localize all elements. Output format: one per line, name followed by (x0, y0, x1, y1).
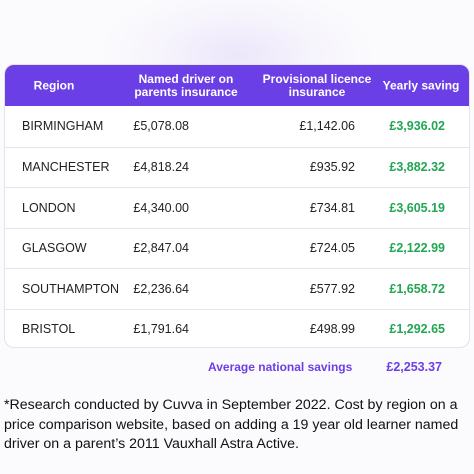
average-value: £2,253.37 (386, 360, 442, 374)
table-row: LONDON £4,340.00 £734.81 £3,605.19 (5, 187, 469, 227)
parents-cell: £4,340.00 (133, 200, 189, 215)
parents-cell: £2,847.04 (133, 241, 189, 255)
parents-cell: £4,818.24 (133, 160, 189, 174)
saving-cell: £3,936.02 (389, 119, 445, 133)
provisional-cell: £935.92 (309, 160, 355, 174)
parents-cell: £1,791.64 (133, 322, 189, 336)
provisional-cell: £1,142.06 (299, 119, 355, 133)
provisional-cell: £724.05 (309, 241, 355, 255)
table: Region Named driver on parents insurance P… (4, 64, 470, 348)
column-header: Named driver on parents insurance (134, 71, 238, 99)
parents-cell: £5,078.08 (133, 119, 189, 133)
saving-cell: £1,292.65 (389, 322, 445, 336)
column-header: Provisional licence insurance (262, 71, 372, 99)
saving-cell: £3,605.19 (389, 200, 445, 215)
region-cell: SOUTHAMPTON (22, 281, 119, 296)
average-label: Average national savings (208, 360, 353, 374)
region-cell: LONDON (22, 200, 76, 215)
region-cell: BIRMINGHAM (22, 119, 104, 133)
table-row: BRISTOL £1,791.64 £498.99 £1,292.65 (5, 308, 469, 348)
column-header: Yearly saving (382, 78, 460, 92)
provisional-cell: £577.92 (309, 281, 355, 296)
provisional-cell: £734.81 (309, 200, 355, 215)
footnote: *Research conducted by Cuvva in Septembe… (4, 397, 459, 452)
table-row: SOUTHAMPTON £2,236.64 £577.92 £1,658.72 (5, 268, 469, 308)
region-cell: BRISTOL (22, 322, 76, 336)
table-row: GLASGOW £2,847.04 £724.05 £2,122.99 (5, 227, 469, 268)
table-row: MANCHESTER £4,818.24 £935.92 £3,882.32 (5, 146, 469, 187)
table-header: Region Named driver on parents insurance P… (5, 65, 469, 106)
saving-cell: £2,122.99 (389, 241, 445, 255)
saving-cell: £3,882.32 (389, 160, 445, 174)
parents-cell: £2,236.64 (133, 281, 189, 296)
provisional-cell: £498.99 (309, 322, 355, 336)
region-cell: GLASGOW (22, 241, 87, 255)
saving-cell: £1,658.72 (389, 281, 445, 296)
column-header: Region (33, 78, 75, 92)
table-row: BIRMINGHAM £5,078.08 £1,142.06 £3,936.02 (5, 106, 469, 146)
region-cell: MANCHESTER (22, 160, 110, 174)
